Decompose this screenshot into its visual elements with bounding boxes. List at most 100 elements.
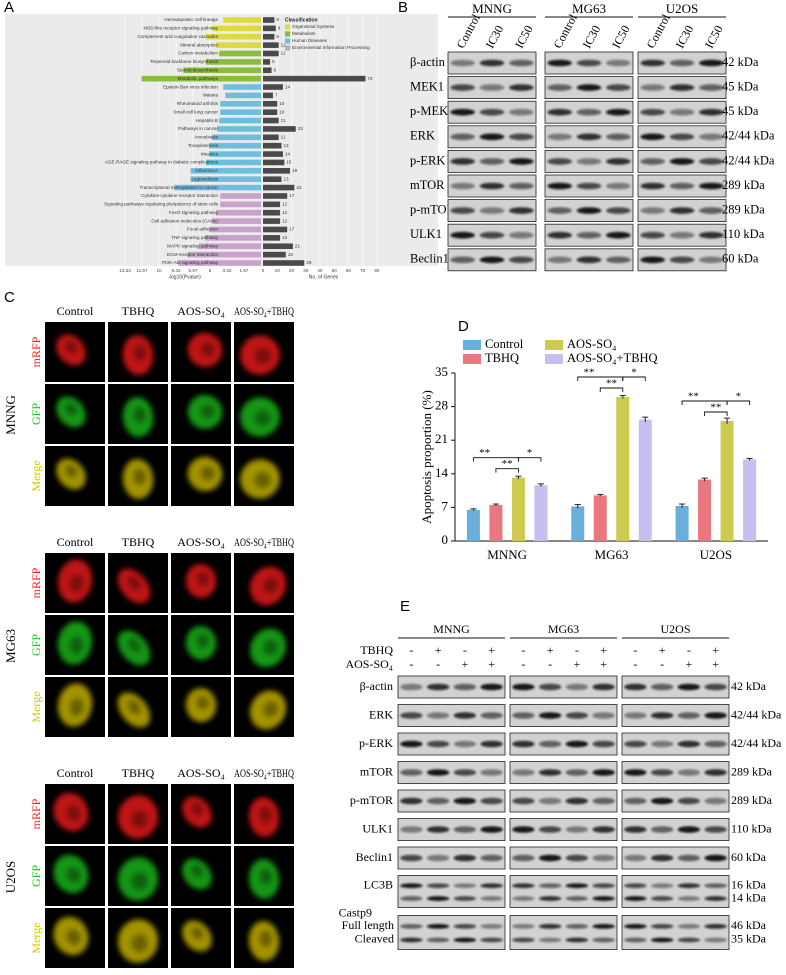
blot-band [677, 769, 701, 776]
size-label: 42 kDa [731, 679, 767, 693]
blot-band [565, 712, 589, 719]
bar [511, 477, 525, 541]
blot-band [565, 826, 589, 833]
blot-band [453, 854, 477, 862]
blot-band [480, 740, 503, 748]
nucleus [131, 934, 148, 953]
gene-count-label: 17 [289, 227, 295, 232]
gene-count-label: 10 [279, 101, 285, 106]
blot-band [538, 923, 562, 929]
category-label: Rheumatoid arthritis [177, 101, 219, 106]
protein-label: p-mTOR [410, 202, 456, 216]
gene-count-label: 11 [281, 51, 286, 56]
gene-bar [263, 75, 366, 82]
blot-band [669, 133, 695, 141]
legend-swatch [545, 340, 563, 350]
gene-count-label: 14 [285, 84, 291, 89]
blot-band [699, 59, 724, 67]
panel-label: D [458, 318, 469, 335]
blot-band [426, 797, 450, 805]
legend-label: AOS-SO₄+TBHQ [567, 351, 658, 365]
gene-count-label: 22 [296, 185, 302, 190]
x2-tick-label: 60 [346, 268, 352, 273]
x2-tick-label: 20 [289, 268, 295, 273]
blot-band [592, 923, 615, 929]
x-tick-label: MNNG [487, 547, 527, 562]
blot-band [592, 826, 615, 833]
blot-band [592, 769, 615, 776]
blot-box [509, 846, 618, 870]
blot-band [640, 207, 665, 214]
treatment-sign: - [521, 657, 525, 671]
blot-band [669, 231, 695, 239]
treatment-sign: + [712, 657, 719, 671]
protein-label: ERK [410, 129, 435, 143]
legend-swatch [285, 45, 291, 51]
blot-box [397, 818, 506, 841]
gene-count-label: 13 [284, 176, 290, 181]
blot-box [621, 818, 730, 841]
blot-band [480, 683, 503, 691]
gene-bar [263, 184, 295, 191]
blot-box [509, 875, 618, 908]
blot-band [624, 937, 647, 943]
gene-bar [263, 117, 279, 124]
gene-count-label: 29 [306, 260, 312, 265]
protein-label: Castp9 [339, 905, 372, 919]
gene-bar [263, 142, 282, 149]
blot-band [592, 683, 615, 691]
blot-band [592, 896, 615, 901]
channel-label: Merge [29, 460, 43, 491]
gene-bar [263, 235, 281, 241]
blot-band [640, 133, 665, 141]
blot-band [624, 769, 647, 776]
nucleus [259, 930, 272, 947]
protein-label: LC3B [364, 877, 393, 891]
pvalue-bar [219, 117, 261, 124]
treatment-sign: + [600, 657, 607, 671]
blot-box [621, 789, 730, 813]
blot-band [606, 133, 631, 141]
pvalue-bar [220, 100, 261, 107]
blot-band [576, 59, 602, 67]
blot-box [397, 704, 506, 727]
blot-band [480, 896, 503, 901]
blot-band [479, 133, 505, 141]
blot-band [512, 797, 535, 805]
blot-band [547, 256, 572, 264]
blot-band [624, 854, 647, 862]
x2-tick-label: 30 [303, 268, 309, 273]
size-label: 16 kDa [731, 877, 767, 891]
blot-band [576, 84, 602, 91]
blot-band [479, 256, 505, 264]
gene-count-label: 14 [285, 151, 291, 156]
x2-tick-label: 50 [332, 268, 338, 273]
legend-label: Organismal Systems [292, 24, 335, 29]
protein-label: mTOR [360, 764, 393, 778]
blot-band [704, 896, 727, 901]
blot-band [699, 256, 724, 264]
blot-band [699, 108, 724, 116]
size-label: 42 kDa [722, 55, 759, 69]
pvalue-bar [219, 50, 261, 57]
blot-band [650, 826, 674, 833]
blot-band [400, 797, 423, 805]
significance-bracket [517, 457, 542, 462]
category-label: Hepatitis B [196, 118, 218, 123]
blot-band [650, 854, 674, 862]
nucleus [263, 701, 278, 718]
pvalue-bar [205, 159, 261, 166]
cell-line-label: MNNG [433, 622, 470, 636]
nucleus [127, 700, 141, 715]
blot-box [621, 675, 730, 699]
pvalue-bar [220, 193, 261, 199]
blot-band [704, 712, 727, 719]
legend-label: Control [485, 337, 524, 351]
blot-band [592, 740, 615, 748]
gene-bar [263, 17, 275, 23]
blot-band [509, 158, 534, 165]
blot-band [606, 231, 631, 239]
condition-label: TBHQ [122, 535, 155, 549]
x1-tick-label: 5 [209, 268, 212, 273]
blot-band [624, 740, 647, 748]
